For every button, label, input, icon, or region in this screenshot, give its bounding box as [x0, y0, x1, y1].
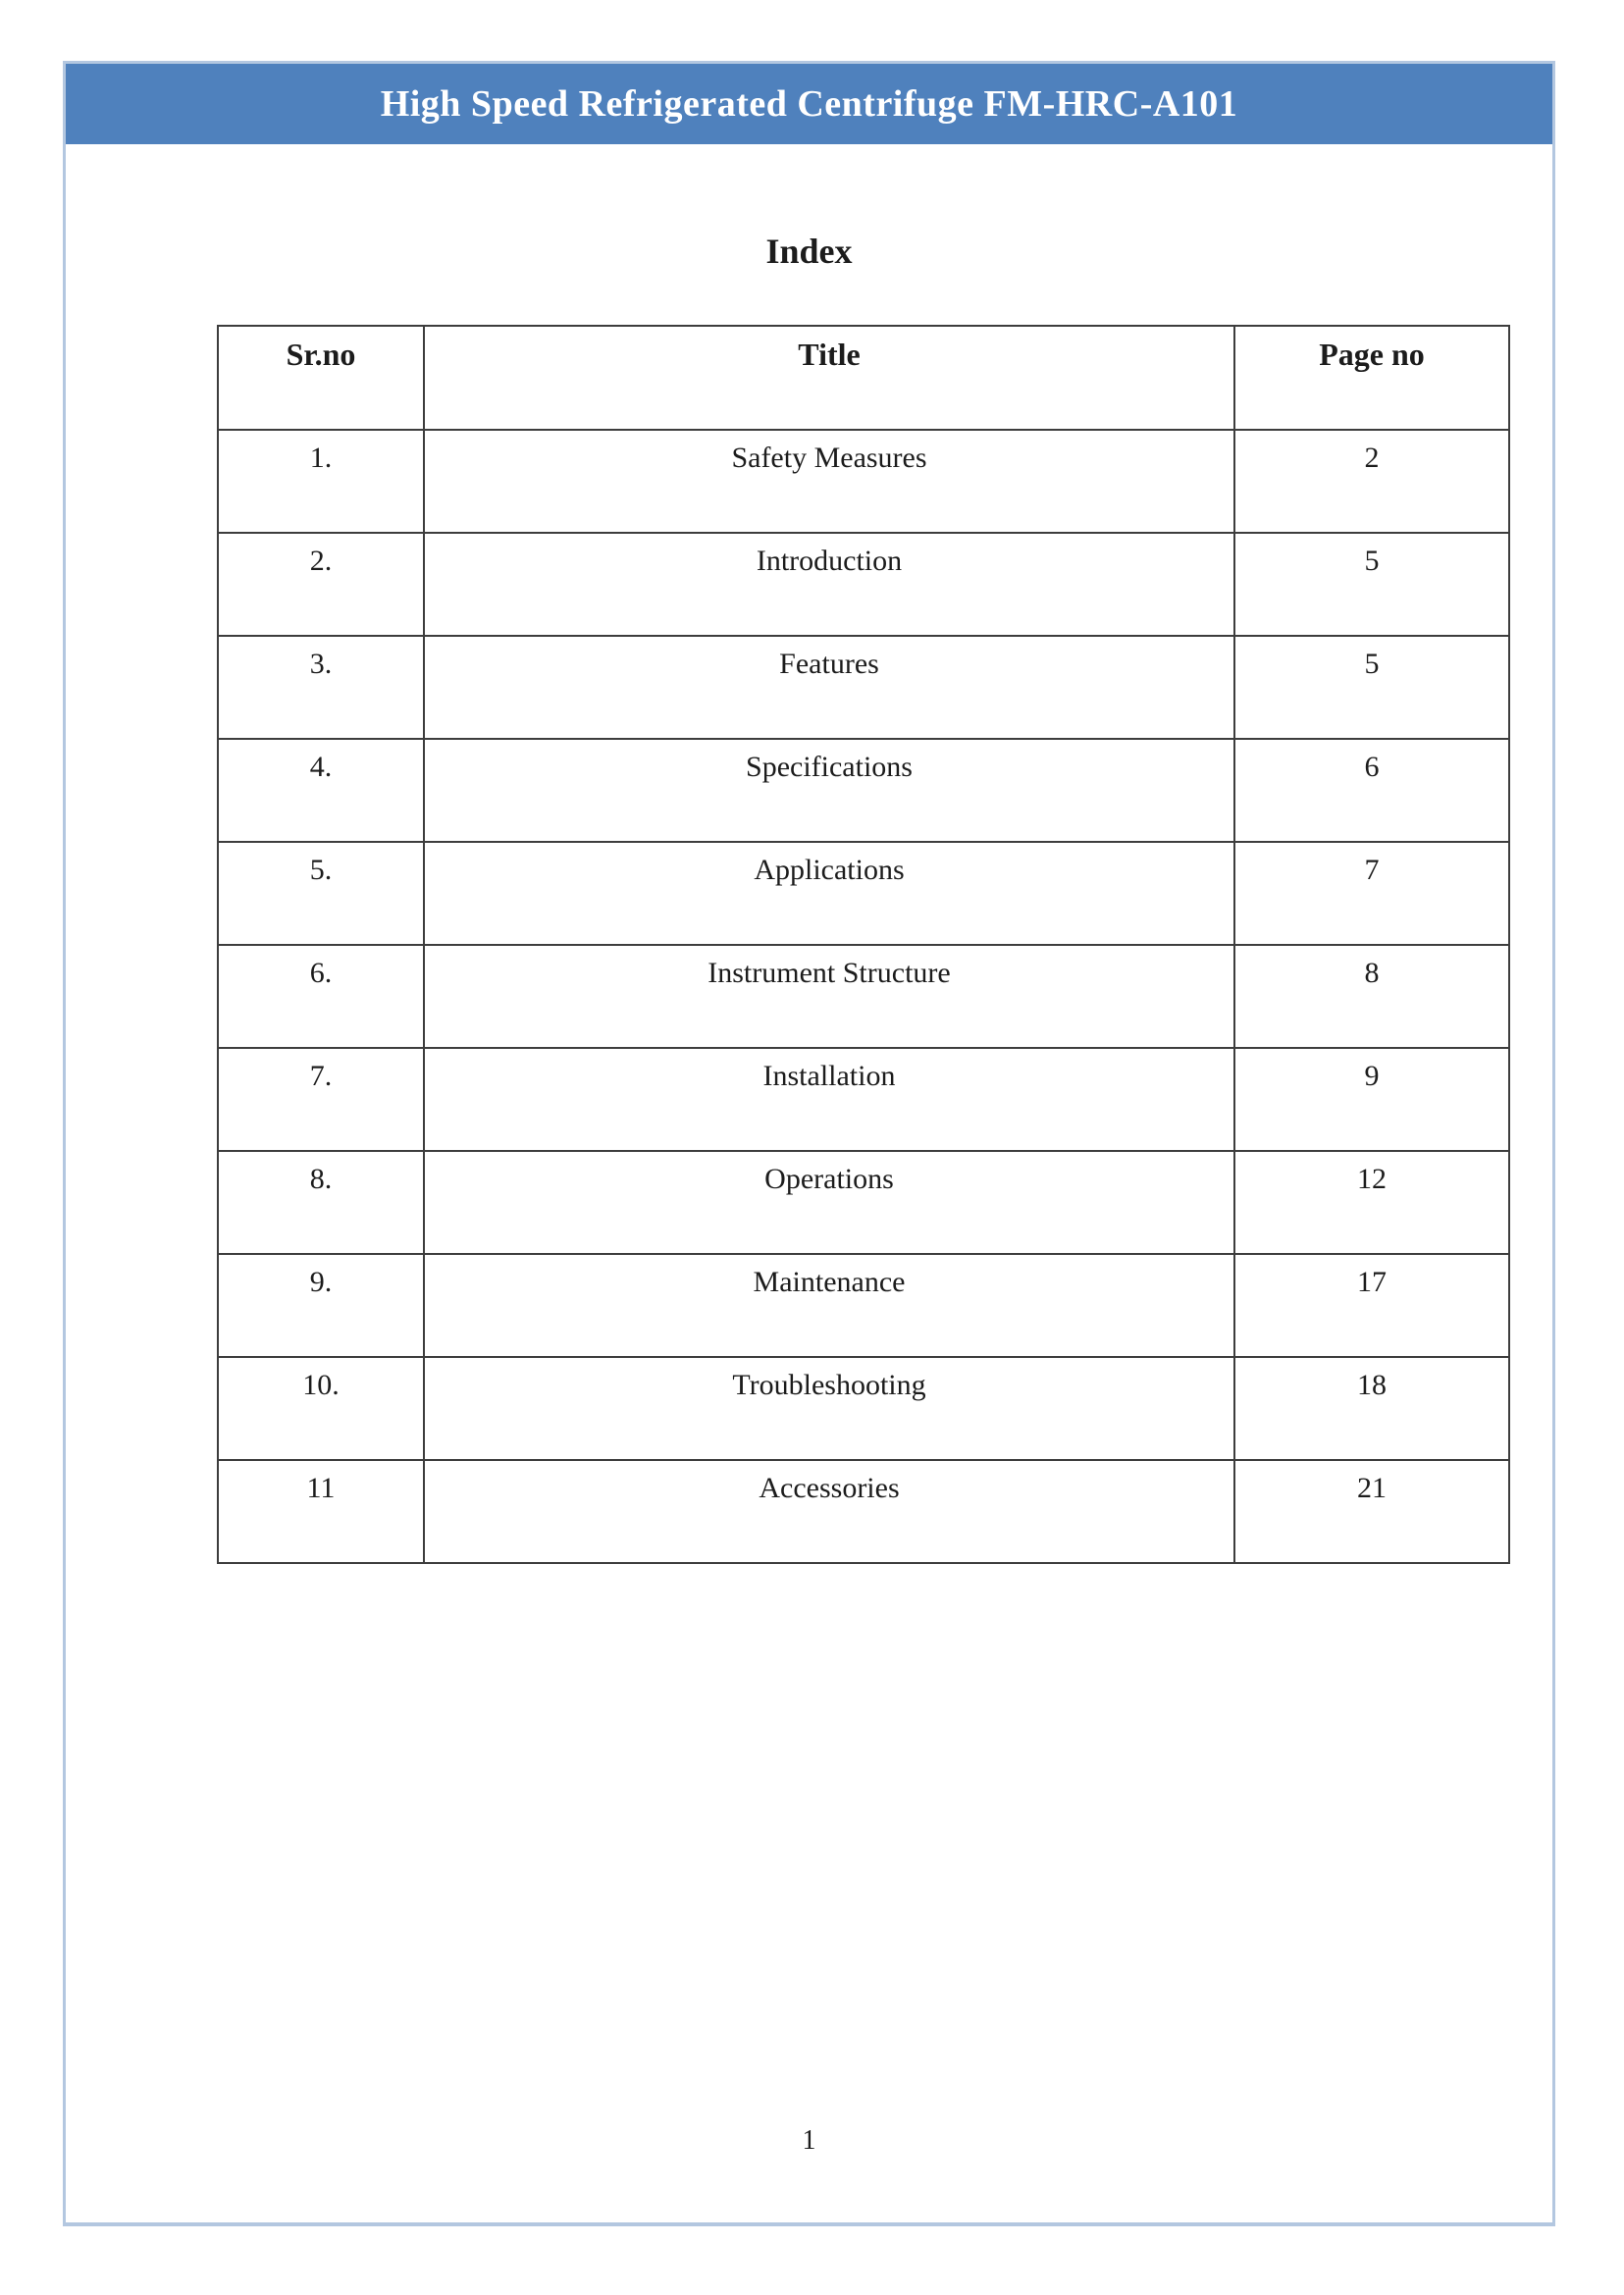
toc-cell-title: Specifications	[423, 738, 1235, 843]
toc-cell-srno: 10.	[217, 1356, 425, 1461]
header-banner: High Speed Refrigerated Centrifuge FM-HR…	[66, 64, 1552, 144]
table-row: 1. Safety Measures 2	[217, 429, 1510, 534]
toc-header-row: Sr.no Title Page no	[217, 325, 1510, 431]
toc-cell-title: Introduction	[423, 532, 1235, 637]
table-row: 10. Troubleshooting 18	[217, 1356, 1510, 1461]
toc-cell-title: Accessories	[423, 1459, 1235, 1564]
toc-cell-title: Troubleshooting	[423, 1356, 1235, 1461]
toc-cell-srno: 7.	[217, 1047, 425, 1152]
page-number: 1	[802, 2125, 816, 2156]
table-row: 9. Maintenance 17	[217, 1253, 1510, 1358]
toc-cell-pageno: 7	[1233, 841, 1510, 946]
toc-cell-srno: 1.	[217, 429, 425, 534]
toc-cell-srno: 4.	[217, 738, 425, 843]
toc-cell-srno: 5.	[217, 841, 425, 946]
toc-cell-title: Applications	[423, 841, 1235, 946]
document-page: High Speed Refrigerated Centrifuge FM-HR…	[63, 61, 1555, 2226]
toc-cell-srno: 11	[217, 1459, 425, 1564]
toc-header-srno: Sr.no	[217, 325, 425, 431]
toc-cell-pageno: 6	[1233, 738, 1510, 843]
toc-cell-srno: 2.	[217, 532, 425, 637]
toc-cell-pageno: 8	[1233, 944, 1510, 1049]
table-row: 11 Accessories 21	[217, 1459, 1510, 1564]
toc-cell-title: Maintenance	[423, 1253, 1235, 1358]
table-row: 8. Operations 12	[217, 1150, 1510, 1255]
toc-table: Sr.no Title Page no 1. Safety Measures 2 2.…	[217, 325, 1510, 1564]
toc-cell-pageno: 2	[1233, 429, 1510, 534]
toc-cell-srno: 3.	[217, 635, 425, 740]
toc-cell-title: Safety Measures	[423, 429, 1235, 534]
toc-header-pageno: Page no	[1233, 325, 1510, 431]
toc-cell-pageno: 17	[1233, 1253, 1510, 1358]
toc-cell-title: Operations	[423, 1150, 1235, 1255]
index-heading: Index	[765, 232, 853, 271]
toc-cell-srno: 8.	[217, 1150, 425, 1255]
toc-cell-pageno: 5	[1233, 532, 1510, 637]
table-row: 5. Applications 7	[217, 841, 1510, 946]
toc-cell-title: Installation	[423, 1047, 1235, 1152]
toc-cell-pageno: 18	[1233, 1356, 1510, 1461]
toc-cell-pageno: 5	[1233, 635, 1510, 740]
toc-header-title: Title	[423, 325, 1235, 431]
table-row: 7. Installation 9	[217, 1047, 1510, 1152]
table-row: 2. Introduction 5	[217, 532, 1510, 637]
toc-cell-pageno: 12	[1233, 1150, 1510, 1255]
toc-cell-pageno: 21	[1233, 1459, 1510, 1564]
table-row: 6. Instrument Structure 8	[217, 944, 1510, 1049]
toc-cell-pageno: 9	[1233, 1047, 1510, 1152]
toc-cell-srno: 9.	[217, 1253, 425, 1358]
document-title: High Speed Refrigerated Centrifuge FM-HR…	[380, 83, 1238, 125]
toc-body: 1. Safety Measures 2 2. Introduction 5 3. Featu…	[217, 429, 1510, 1564]
toc-cell-title: Instrument Structure	[423, 944, 1235, 1049]
table-row: 3. Features 5	[217, 635, 1510, 740]
toc-cell-title: Features	[423, 635, 1235, 740]
table-row: 4. Specifications 6	[217, 738, 1510, 843]
toc-cell-srno: 6.	[217, 944, 425, 1049]
